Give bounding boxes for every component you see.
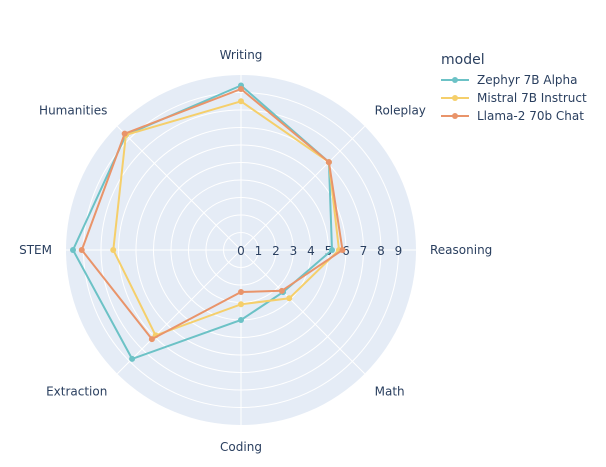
legend-label: Zephyr 7B Alpha (477, 73, 577, 87)
series-point (286, 295, 293, 302)
grid-spoke (116, 125, 242, 251)
series-point (238, 289, 244, 295)
series-point (278, 287, 285, 294)
legend-item[interactable]: Zephyr 7B Alpha (441, 73, 577, 87)
radial-tick-label: 4 (307, 244, 315, 258)
axis-label-humanities: Humanities (39, 103, 107, 117)
series-point (129, 355, 136, 362)
radial-tick-label: 2 (272, 244, 280, 258)
axis-label-coding: Coding (220, 440, 262, 454)
series-point (238, 98, 244, 105)
radial-tick-label: 9 (395, 244, 403, 258)
radial-tick-label: 1 (255, 244, 263, 258)
series-2 (78, 86, 346, 343)
axis-label-reasoning: Reasoning (430, 243, 492, 257)
axis-label-roleplay: Roleplay (375, 103, 426, 117)
legend-swatch-marker (452, 95, 458, 101)
series-point (110, 247, 117, 253)
radial-tick-label: 0 (237, 244, 245, 258)
series-point (121, 130, 128, 137)
legend-title: model (441, 52, 485, 68)
series-point (339, 247, 346, 253)
axis-label-math: Math (375, 385, 405, 399)
radial-tick-label: 6 (342, 244, 350, 258)
series-point (325, 159, 332, 166)
legend-label: Llama-2 70b Chat (477, 109, 584, 123)
legend-item[interactable]: Llama-2 70b Chat (441, 109, 584, 123)
legend-label: Mistral 7B Instruct (477, 91, 587, 105)
axis-label-extraction: Extraction (46, 385, 107, 399)
series-point (238, 301, 244, 308)
radial-tick-label: 5 (325, 244, 333, 258)
radial-tick-label: 8 (377, 244, 385, 258)
series-point (148, 336, 155, 343)
legend-item[interactable]: Mistral 7B Instruct (441, 91, 587, 105)
radial-tick-label: 7 (360, 244, 368, 258)
series-point (70, 247, 76, 253)
grid-spoke (240, 125, 366, 251)
radial-tick-label: 3 (290, 244, 298, 258)
series-point (329, 247, 335, 253)
legend-swatch-marker (452, 113, 458, 119)
axis-label-stem: STEM (19, 243, 52, 257)
grid-spoke (116, 249, 242, 375)
grid-spoke (240, 249, 366, 375)
series-point (78, 247, 85, 253)
series-point (238, 86, 244, 92)
series-point (238, 317, 244, 323)
legend-swatch-marker (452, 77, 458, 83)
axis-label-writing: Writing (220, 48, 263, 62)
